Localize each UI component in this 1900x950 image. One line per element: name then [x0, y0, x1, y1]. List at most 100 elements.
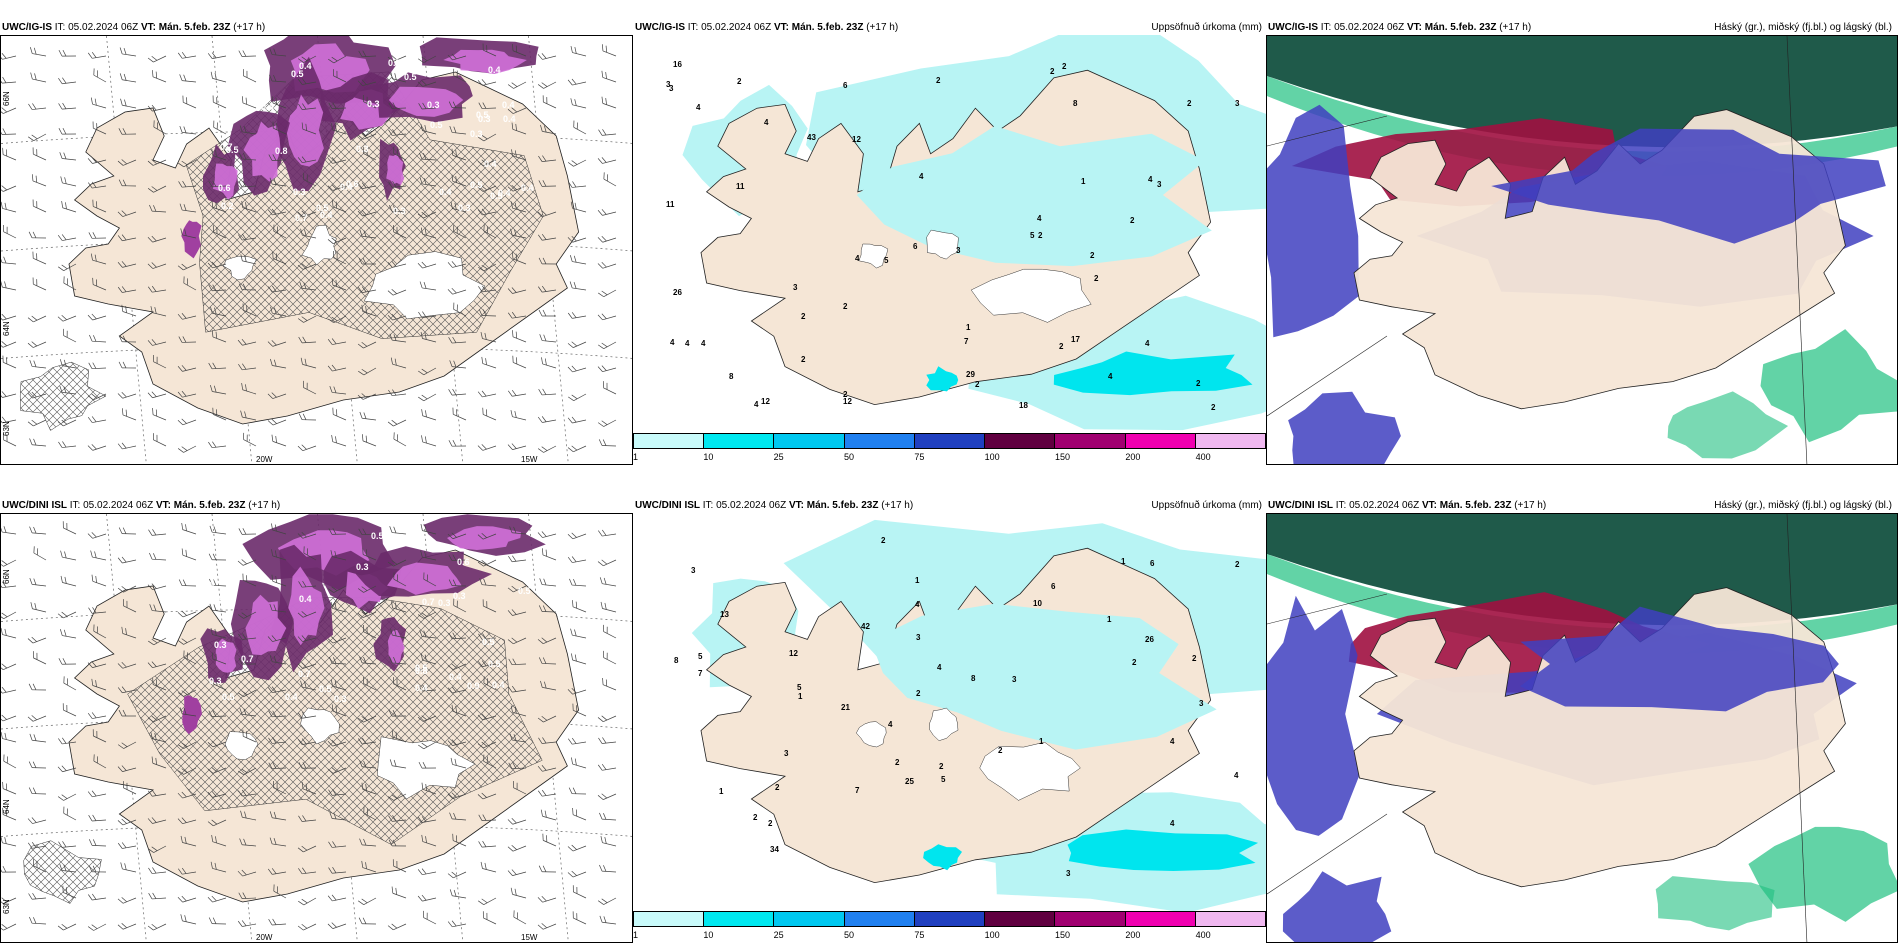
wind-barb: [91, 678, 107, 691]
precip-value-label: 2: [1132, 658, 1137, 667]
wind-barb: [567, 532, 587, 540]
wind-barb: [421, 409, 437, 421]
cloud-patch: [1667, 391, 1789, 459]
wind-barb: [88, 893, 107, 901]
wind-barb: [300, 357, 317, 369]
wind-barb: [119, 47, 137, 57]
wind-barb: [208, 917, 227, 925]
wind-barb: [447, 920, 467, 928]
precip-value-label: 1: [966, 323, 971, 332]
precip-value-label: 17: [1071, 335, 1080, 344]
wind-barb: [30, 602, 47, 613]
precip-value-label: 6: [913, 242, 918, 251]
wind-barb: [419, 152, 437, 161]
snow-value-label: 0.2: [221, 201, 234, 211]
wind-barb: [121, 626, 137, 639]
wind-barb: [207, 895, 227, 903]
wind-barb: [483, 224, 497, 239]
wind-barb: [512, 44, 527, 57]
wind-barb: [58, 841, 77, 848]
wind-barb: [569, 255, 587, 265]
wind-barb: [358, 257, 377, 265]
panel-header: UWC/DINI ISL IT: 05.02.2024 06Z VT: Mán.…: [2, 500, 281, 511]
wind-barb: [507, 585, 527, 593]
wind-barb: [1, 53, 17, 60]
wind-barb: [357, 133, 377, 140]
precip-value-label: 2: [1235, 560, 1240, 569]
legend-label: 400: [1195, 930, 1211, 940]
wind-barb: [598, 341, 617, 350]
boundary-line: [1786, 36, 1808, 464]
wind-barb: [451, 704, 467, 717]
wind-barb: [117, 159, 137, 166]
wind-barb: [118, 179, 137, 187]
wind-barb: [332, 69, 347, 83]
wind-barb: [270, 306, 287, 317]
wind-barb: [568, 181, 587, 188]
wind-barb: [387, 261, 407, 268]
wind-barb: [1, 128, 17, 135]
snow-band-light: [386, 154, 405, 185]
axis-label: 15W: [521, 933, 538, 942]
precip-value-label: 43: [807, 133, 816, 142]
wind-barb: [418, 102, 437, 110]
panel-header: UWC/DINI ISL IT: 05.02.2024 06Z VT: Mán.…: [1268, 500, 1547, 511]
wind-barb: [537, 233, 557, 241]
wind-barb: [211, 835, 227, 847]
wind-barb: [482, 911, 497, 925]
wind-barb: [240, 254, 257, 265]
wind-barb: [598, 129, 617, 136]
snow-value-label: 0.3: [356, 144, 369, 154]
precip-value-label: 10: [1033, 599, 1042, 608]
axis-label: 64N: [2, 321, 11, 336]
wind-barb: [567, 687, 587, 695]
wind-barb: [538, 657, 557, 665]
precip-value-label: 8: [674, 656, 679, 665]
snow-value-label: 0.5: [470, 180, 483, 190]
wind-barb: [328, 841, 347, 848]
snow-value-label: 0.3: [293, 187, 306, 197]
wind-barb: [363, 625, 377, 639]
wind-barb: [207, 52, 227, 59]
wind-barb: [450, 757, 467, 769]
wind-barb: [273, 780, 287, 795]
wind-barb: [117, 662, 137, 669]
wind-barb: [89, 334, 107, 343]
wind-barb: [418, 367, 437, 376]
wind-barb: [597, 209, 617, 216]
wind-barb: [358, 528, 377, 536]
wind-barb: [298, 580, 317, 588]
wind-barb: [118, 335, 137, 343]
wind-barb: [449, 889, 467, 899]
snow-value-label: 0.4: [415, 683, 428, 693]
precip-value-label: 26: [673, 288, 682, 297]
axis-label: 63N: [2, 421, 11, 436]
wind-barb: [183, 650, 197, 665]
precip-value-label: 2: [801, 312, 806, 321]
wind-barb: [241, 383, 257, 395]
wind-barb: [59, 152, 77, 161]
wind-barb: [453, 598, 467, 613]
wind-barb: [393, 572, 407, 587]
legend-label: 200: [1125, 452, 1141, 462]
wind-barb: [27, 715, 47, 722]
wind-barb: [269, 603, 287, 613]
wind-barb: [600, 601, 617, 613]
wind-barb: [177, 817, 197, 825]
wind-barb: [208, 180, 227, 188]
wind-barb: [327, 922, 347, 929]
wind-barb: [237, 869, 257, 877]
precip-value-label: 2: [1059, 342, 1064, 351]
legend-label: 75: [914, 930, 925, 940]
wind-barb: [328, 102, 347, 109]
legend-label: 150: [1055, 930, 1071, 940]
map-frame: 0.4 0.2 0.4 0.4 0.3 0.5 0.7 0.4 0.5 0.7 0.7 0.9 0.6 0…: [0, 513, 633, 943]
wind-barb: [448, 101, 467, 109]
wind-barb: [210, 306, 227, 317]
snow-value-label: 0.7: [295, 213, 308, 223]
map-frame: [1266, 35, 1898, 465]
wind-barb: [358, 367, 377, 376]
wind-barb: [330, 601, 347, 613]
wind-barb: [32, 277, 47, 291]
snow-value-label: 0.5: [415, 663, 428, 673]
